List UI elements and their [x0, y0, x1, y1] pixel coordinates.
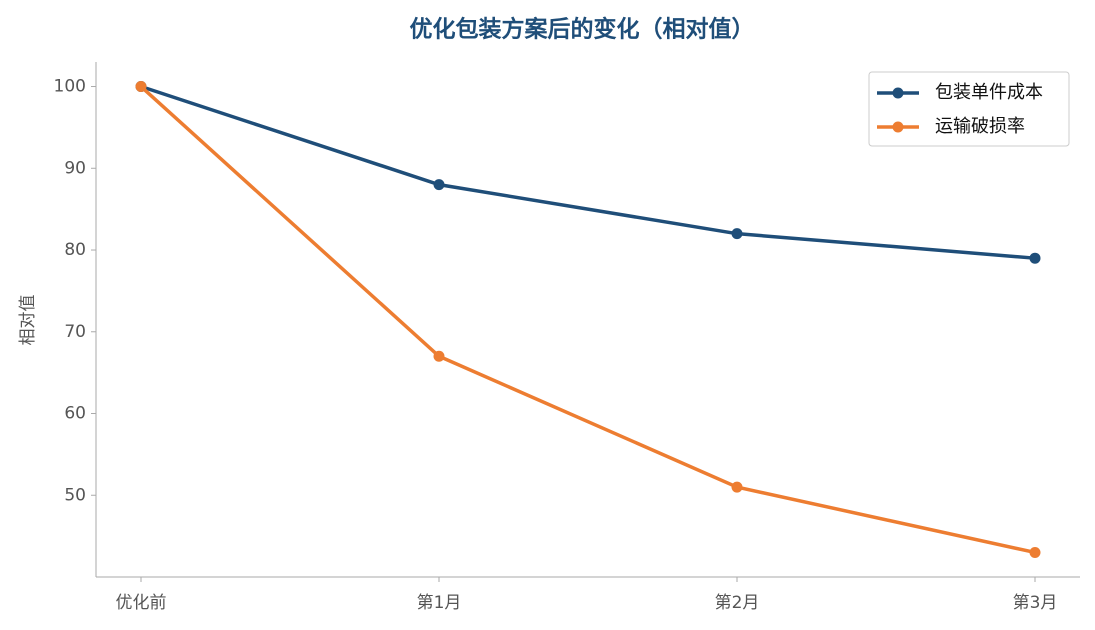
- series-line: [140, 84, 1036, 260]
- y-tick-label: 60: [64, 404, 86, 424]
- point: [731, 228, 743, 240]
- legend-marker: [892, 87, 904, 99]
- y-tick-label: 80: [64, 240, 86, 260]
- x-tick-label: 第1月: [417, 593, 462, 613]
- y-axis-label: 相对值: [18, 295, 38, 346]
- y-tick-label: 50: [64, 485, 86, 505]
- point: [433, 350, 445, 362]
- point: [731, 481, 743, 493]
- point: [1029, 546, 1041, 558]
- legend-text: 包装单件成本: [935, 82, 1043, 103]
- y-tick-label: 90: [64, 158, 86, 178]
- legend-text: 运输破损率: [935, 116, 1025, 137]
- point: [433, 179, 445, 191]
- series-line: [139, 85, 1036, 555]
- x-tick-label: 优化前: [116, 593, 167, 613]
- x-tick-label: 第2月: [715, 593, 760, 613]
- point: [1029, 252, 1041, 264]
- legend-marker: [892, 121, 904, 133]
- chart-title: 优化包装方案后的变化（相对值）: [410, 16, 755, 43]
- x-tick-label: 第3月: [1013, 593, 1058, 613]
- point: [135, 81, 147, 93]
- y-tick-label: 100: [54, 77, 86, 97]
- y-tick-label: 70: [64, 322, 86, 342]
